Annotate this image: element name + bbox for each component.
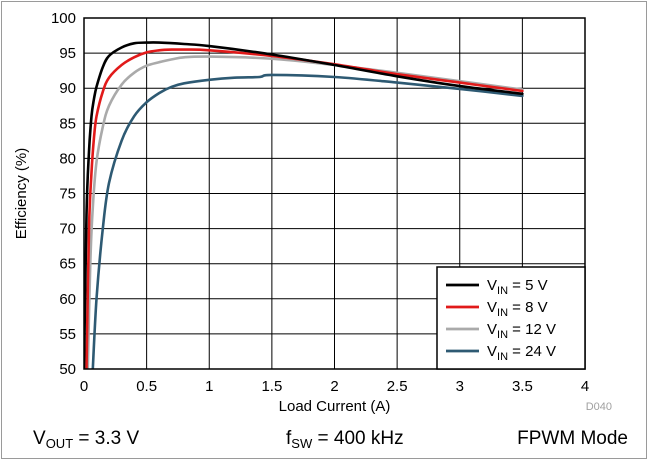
- plot-border: [83, 17, 586, 370]
- series-line-3: [91, 73, 524, 369]
- axes: 0 0.5 1 1.5 2 2.5 3 3.5 4 50 55 60 65 70 75 80 85 90 95 100: [51, 10, 589, 395]
- x-tick-label: 2: [330, 378, 338, 395]
- y-tick-label: 60: [59, 291, 76, 308]
- y-tick-label: 55: [59, 326, 76, 343]
- y-tick-label: 50: [59, 361, 76, 378]
- footer-vout: VOUT = 3.3 V: [33, 428, 139, 451]
- x-tick-label: 4: [581, 378, 589, 395]
- legend-label: VIN = 5 V: [487, 277, 548, 297]
- x-tick-label: 2.5: [387, 378, 408, 395]
- y-tick-label: 70: [59, 221, 76, 238]
- y-axis-label: Efficiency (%): [13, 148, 30, 239]
- series-line-0: [84, 41, 524, 369]
- y-tick-label: 85: [59, 115, 76, 132]
- legend-label: VIN = 8 V: [487, 299, 548, 319]
- legend-label: VIN = 12 V: [487, 321, 556, 341]
- footer-mode: FPWM Mode: [517, 428, 628, 449]
- y-tick-label: 80: [59, 150, 76, 167]
- footer-vout-sub: OUT: [45, 436, 74, 451]
- y-tick-label: 90: [59, 80, 76, 97]
- x-tick-label: 1: [205, 378, 213, 395]
- y-tick-label: 100: [51, 10, 76, 27]
- x-tick-label: 0.5: [136, 378, 157, 395]
- footer-fsw-sub: SW: [291, 436, 313, 451]
- y-tick-label: 75: [59, 186, 76, 203]
- x-axis-label: Load Current (A): [279, 398, 391, 415]
- x-tick-label: 3.5: [512, 378, 533, 395]
- y-tick-label: 95: [59, 45, 76, 62]
- footer-vout-tail: = 3.3 V: [73, 428, 140, 449]
- series-lines: [84, 41, 524, 369]
- legend-label: VIN = 24 V: [487, 343, 556, 363]
- footer-fsw-tail: = 400 kHz: [312, 428, 404, 449]
- x-tick-label: 3: [456, 378, 464, 395]
- footer-fsw-main: f: [286, 428, 292, 449]
- figure-id: D040: [586, 401, 612, 413]
- x-tick-label: 1.5: [261, 378, 282, 395]
- y-tick-label: 65: [59, 256, 76, 273]
- footer-vout-main: V: [33, 428, 46, 449]
- x-tick-label: 0: [80, 378, 88, 395]
- footer-fsw: fSW = 400 kHz: [286, 428, 404, 451]
